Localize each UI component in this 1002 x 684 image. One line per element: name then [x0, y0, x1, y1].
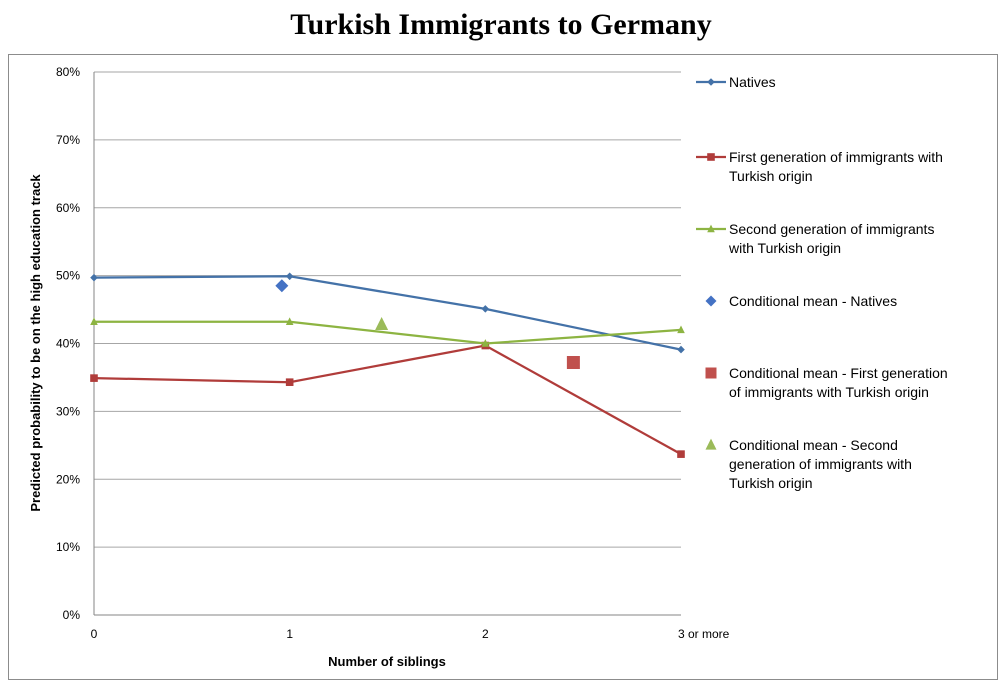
conditional-means — [275, 279, 580, 370]
y-tick-label: 20% — [56, 472, 80, 486]
legend-label-cm_second_gen: generation of immigrants with — [729, 456, 912, 472]
series-point-0 — [285, 272, 294, 281]
series-point-2 — [90, 317, 98, 326]
legend-label-second_gen: Second generation of immigrants — [729, 221, 934, 237]
series-point-1 — [677, 450, 685, 458]
chart-frame — [8, 54, 998, 680]
legend-label-cm_second_gen: Turkish origin — [729, 475, 813, 491]
series-point-2 — [285, 317, 294, 326]
y-tick-label: 10% — [56, 540, 80, 554]
legend-label-natives: Natives — [729, 74, 776, 90]
legend-label-first_gen: First generation of immigrants with — [729, 149, 943, 165]
y-axis-title: Predicted probability to be on the high … — [28, 174, 43, 512]
legend-label-cm_first_gen: Conditional mean - First generation — [729, 365, 948, 381]
series-lines — [90, 272, 685, 458]
series-point-0 — [90, 273, 98, 282]
series-point-2 — [481, 339, 490, 347]
x-tick-label: 3 or more — [678, 627, 730, 641]
legend-marker-cm_second_gen — [705, 438, 717, 450]
series-line-0 — [93, 275, 682, 351]
y-tick-label: 40% — [56, 337, 80, 351]
y-tick-label: 50% — [56, 269, 80, 283]
gridlines — [93, 71, 681, 616]
series-line-2 — [94, 320, 682, 345]
legend-label-second_gen: with Turkish origin — [728, 240, 841, 256]
series-point-0 — [481, 305, 490, 313]
y-tick-label: 30% — [56, 404, 80, 418]
series-point-0 — [677, 345, 685, 354]
series-line-1 — [93, 344, 682, 456]
series-point-2 — [677, 325, 685, 334]
x-axis-title: Number of siblings — [328, 654, 446, 669]
conditional-mean-point-0 — [275, 279, 289, 293]
series-point-1 — [90, 374, 98, 382]
y-tick-label: 80% — [56, 65, 80, 79]
legend: Natives First generation of immigrants wi… — [696, 74, 948, 491]
conditional-mean-point-2 — [375, 317, 389, 331]
y-tick-labels: 0% 10% 20% 30% 40% 50% 60% 70% 80% — [56, 65, 80, 622]
x-tick-label: 1 — [286, 627, 293, 641]
x-tick-label: 0 — [91, 627, 98, 641]
chart-title: Turkish Immigrants to Germany — [290, 8, 712, 41]
x-tick-label: 2 — [482, 627, 489, 641]
legend-marker-cm_natives — [705, 295, 717, 307]
conditional-mean-point-1 — [566, 356, 580, 370]
legend-label-cm_first_gen: of immigrants with Turkish origin — [729, 384, 929, 400]
legend-marker-natives — [707, 78, 715, 86]
series-point-1 — [285, 378, 294, 386]
legend-marker-first_gen — [707, 153, 715, 161]
y-tick-label: 0% — [63, 608, 81, 622]
legend-marker-cm_first_gen — [705, 367, 717, 379]
legend-marker-second_gen — [707, 224, 715, 233]
legend-label-cm_natives: Conditional mean - Natives — [729, 293, 897, 309]
legend-label-first_gen: Turkish origin — [729, 168, 813, 184]
x-tick-labels: 0 1 2 3 or more — [91, 627, 730, 641]
y-tick-label: 60% — [56, 201, 80, 215]
y-tick-label: 70% — [56, 133, 80, 147]
legend-label-cm_second_gen: Conditional mean - Second — [729, 437, 898, 453]
